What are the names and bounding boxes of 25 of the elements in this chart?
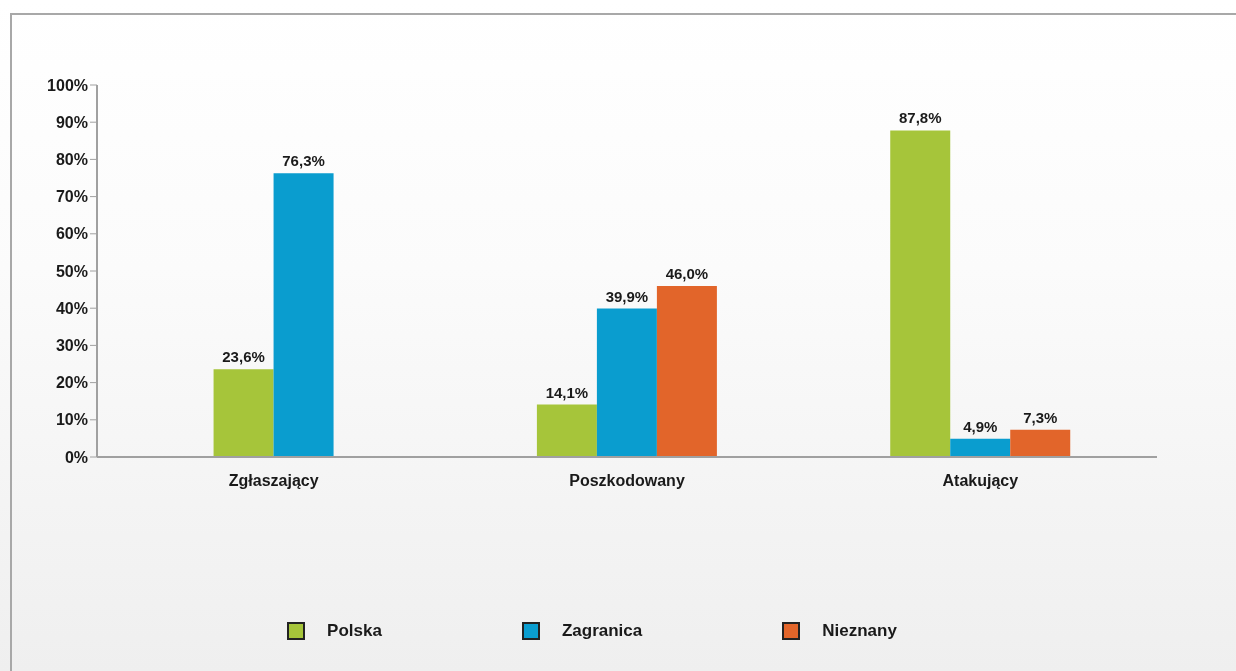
data-label: 39,9% [605, 287, 649, 305]
y-tick-label: 20% [55, 374, 88, 392]
legend-label: Zagranica [561, 621, 643, 641]
y-tick-label: 0% [64, 448, 88, 466]
legend-label: Nieznany [822, 621, 897, 641]
y-tick-label: 70% [55, 188, 88, 206]
legend-label: Polska [327, 621, 382, 641]
data-label: 14,1% [545, 383, 589, 401]
y-tick-label: 60% [55, 225, 88, 243]
y-tick-label: 10% [55, 411, 88, 429]
y-tick-label: 40% [55, 299, 88, 317]
y-tick-label: 80% [55, 151, 88, 169]
x-tick-label: Atakujący [942, 472, 1019, 490]
data-label: 23,6% [222, 348, 265, 366]
y-tick-label: 90% [55, 113, 88, 131]
y-tick-label: 30% [55, 337, 88, 355]
data-label: 46,0% [665, 264, 709, 282]
y-tick-label: 100% [47, 76, 88, 94]
x-tick-label: Poszkodowany [569, 472, 685, 490]
data-label: 87,8% [898, 109, 942, 127]
x-tick-label: Zgłaszający [228, 472, 319, 490]
data-label: 7,3% [1023, 408, 1058, 426]
data-label: 4,9% [963, 417, 998, 435]
data-label: 76,3% [282, 152, 325, 170]
y-tick-label: 50% [55, 262, 88, 280]
